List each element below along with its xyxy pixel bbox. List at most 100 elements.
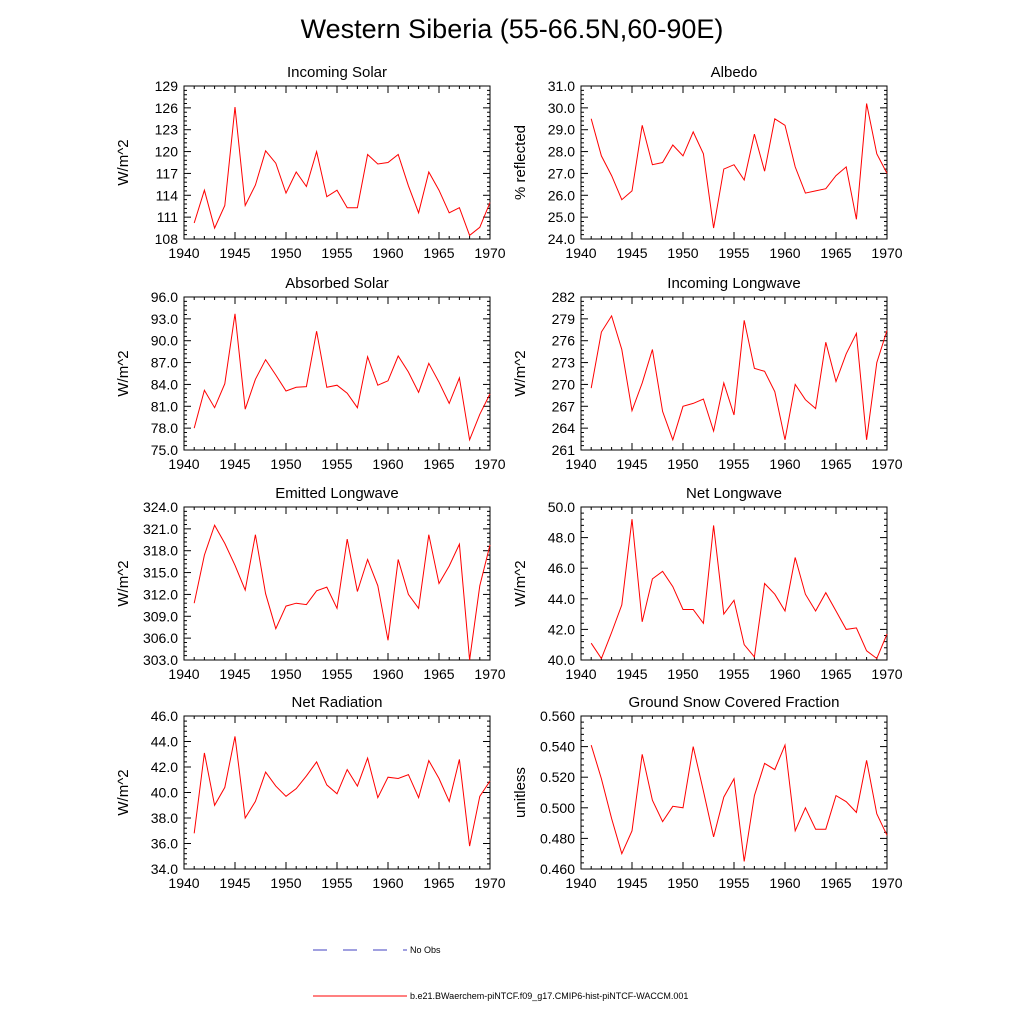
y-tick-label: 28.0 (548, 144, 575, 160)
x-tick-label: 1970 (474, 456, 505, 472)
y-tick-label: 264 (552, 420, 576, 436)
y-tick-label: 38.0 (151, 810, 178, 826)
x-tick-label: 1950 (667, 456, 698, 472)
x-tick-label: 1970 (474, 245, 505, 261)
y-tick-label: 0.460 (540, 861, 575, 877)
y-tick-label: 40.0 (548, 652, 575, 668)
x-tick-label: 1955 (718, 666, 749, 682)
y-axis-label-net-longwave: W/m^2 (512, 560, 529, 606)
x-tick-label: 1970 (871, 875, 902, 891)
x-tick-label: 1950 (270, 456, 301, 472)
y-tick-label: 276 (552, 333, 576, 349)
x-tick-label: 1940 (565, 875, 596, 891)
x-tick-label: 1945 (219, 456, 250, 472)
panel-title-net-radiation: Net Radiation (292, 694, 383, 711)
x-tick-label: 1940 (565, 456, 596, 472)
series-line-net-longwave (590, 519, 888, 660)
x-tick-label: 1950 (667, 666, 698, 682)
x-tick-label: 1945 (616, 456, 647, 472)
x-tick-label: 1940 (168, 666, 199, 682)
page-title: Western Siberia (55-66.5N,60-90E) (300, 14, 724, 44)
y-axis-label-incoming-solar: W/m^2 (115, 139, 132, 185)
panel-title-incoming-longwave: Incoming Longwave (667, 275, 800, 292)
x-tick-label: 1970 (871, 666, 902, 682)
y-axis-label-incoming-longwave: W/m^2 (512, 350, 529, 396)
y-tick-label: 34.0 (151, 861, 178, 877)
y-tick-label: 108 (155, 231, 179, 247)
y-tick-label: 50.0 (548, 499, 575, 515)
x-tick-label: 1970 (474, 875, 505, 891)
x-tick-label: 1955 (718, 875, 749, 891)
y-tick-label: 282 (552, 289, 576, 305)
y-tick-label: 93.0 (151, 311, 178, 327)
y-tick-label: 46.0 (548, 560, 575, 576)
y-tick-label: 44.0 (151, 734, 178, 750)
x-tick-label: 1940 (168, 245, 199, 261)
y-tick-label: 30.0 (548, 100, 575, 116)
y-tick-label: 75.0 (151, 442, 178, 458)
x-tick-label: 1945 (616, 875, 647, 891)
y-tick-label: 42.0 (548, 621, 575, 637)
y-tick-label: 0.480 (540, 830, 575, 846)
x-tick-label: 1950 (667, 245, 698, 261)
x-tick-label: 1965 (820, 666, 851, 682)
x-tick-label: 1955 (718, 245, 749, 261)
y-tick-label: 270 (552, 376, 576, 392)
y-tick-label: 27.0 (548, 165, 575, 181)
series-line-incoming-longwave (590, 314, 888, 442)
y-tick-label: 96.0 (151, 289, 178, 305)
x-tick-label: 1965 (423, 875, 454, 891)
panel-title-incoming-solar: Incoming Solar (287, 64, 387, 81)
x-tick-label: 1950 (270, 666, 301, 682)
x-tick-label: 1955 (321, 666, 352, 682)
x-tick-label: 1960 (769, 666, 800, 682)
series-line-absorbed-solar (193, 313, 491, 442)
series-line-ground-snow-covered-fraction (590, 743, 888, 862)
x-tick-label: 1970 (474, 666, 505, 682)
y-tick-label: 117 (156, 165, 179, 181)
y-tick-label: 306.0 (143, 630, 178, 646)
plot-frame-ground-snow-covered-fraction (580, 715, 888, 870)
y-tick-label: 25.0 (548, 209, 575, 225)
x-tick-label: 1965 (423, 456, 454, 472)
y-tick-label: 78.0 (151, 420, 178, 436)
plot-frame-incoming-longwave (580, 296, 888, 451)
x-tick-label: 1960 (372, 456, 403, 472)
x-tick-label: 1950 (270, 875, 301, 891)
y-tick-label: 26.0 (548, 187, 575, 203)
y-tick-label: 40.0 (151, 785, 178, 801)
x-tick-label: 1955 (718, 456, 749, 472)
plot-frame-net-longwave (580, 506, 888, 661)
x-tick-label: 1960 (372, 666, 403, 682)
y-tick-label: 111 (157, 209, 178, 225)
panel-title-absorbed-solar: Absorbed Solar (285, 275, 388, 292)
y-axis-label-net-radiation: W/m^2 (115, 769, 132, 815)
y-tick-label: 87.0 (151, 355, 178, 371)
x-tick-label: 1965 (820, 245, 851, 261)
y-tick-label: 312.0 (143, 586, 178, 602)
y-tick-label: 29.0 (548, 122, 575, 138)
x-tick-label: 1965 (423, 245, 454, 261)
y-tick-label: 123 (155, 122, 179, 138)
y-tick-label: 42.0 (151, 759, 178, 775)
y-tick-label: 48.0 (548, 530, 575, 546)
y-tick-label: 120 (155, 144, 179, 160)
y-tick-label: 273 (552, 355, 576, 371)
x-tick-label: 1960 (769, 245, 800, 261)
y-tick-label: 0.520 (540, 769, 575, 785)
panel-title-net-longwave: Net Longwave (686, 485, 782, 502)
x-tick-label: 1945 (219, 245, 250, 261)
panel-title-ground-snow-covered-fraction: Ground Snow Covered Fraction (629, 694, 840, 711)
x-tick-label: 1960 (372, 245, 403, 261)
x-tick-label: 1970 (871, 456, 902, 472)
y-axis-label-albedo: % reflected (512, 125, 529, 200)
series-line-albedo (590, 103, 888, 229)
series-line-net-radiation (193, 736, 491, 847)
panel-title-albedo: Albedo (711, 64, 758, 81)
x-tick-label: 1960 (372, 875, 403, 891)
plot-frame-absorbed-solar (183, 296, 491, 451)
y-tick-label: 324.0 (143, 499, 178, 515)
x-tick-label: 1940 (168, 456, 199, 472)
y-axis-label-emitted-longwave: W/m^2 (115, 560, 132, 606)
x-tick-label: 1940 (168, 875, 199, 891)
